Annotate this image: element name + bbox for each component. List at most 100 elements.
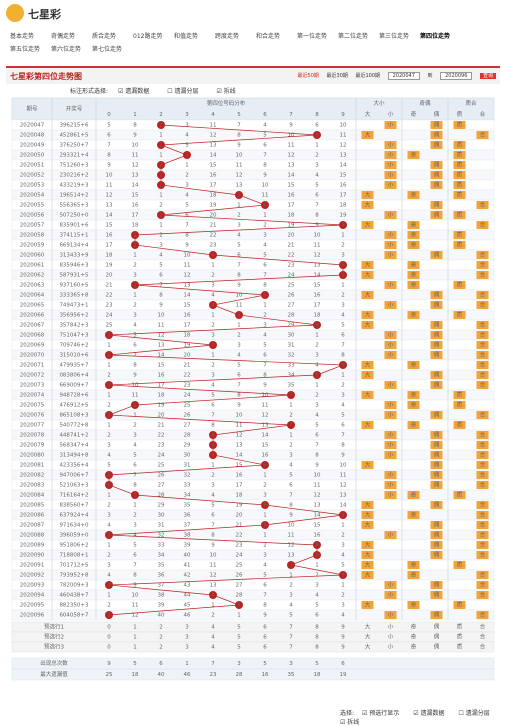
miss-value: 3 (341, 303, 345, 309)
preselect-cell: 大 (365, 633, 371, 641)
nav-item[interactable]: 和值走势 (174, 33, 199, 40)
hit-digit: 4 (211, 433, 215, 439)
miss-value: 1 (341, 523, 345, 529)
option[interactable]: ☐ 遗漏分层 (167, 88, 199, 95)
block-label: 小 (388, 110, 394, 118)
draw-number: 376250+7 (59, 143, 89, 149)
attr-cell (476, 521, 489, 529)
nav-item[interactable]: 奇偶走势 (51, 33, 76, 40)
from-input[interactable]: 2020047 (387, 72, 420, 80)
miss-value: 9 (133, 133, 137, 139)
miss-value: 17 (132, 213, 139, 219)
miss-value: 23 (184, 383, 191, 389)
nav-item[interactable]: 第四位走势 (420, 33, 451, 40)
attr-cell (361, 511, 374, 519)
attr-value: 偶 (434, 451, 440, 459)
miss-value: 15 (184, 303, 191, 309)
attr-value: 大 (365, 291, 371, 299)
draw-number: 716164+2 (59, 493, 88, 499)
miss-value: 16 (314, 293, 321, 299)
hit-digit: 1 (133, 243, 137, 249)
preselect-label: 预选行1 (44, 623, 64, 631)
miss-value: 10 (184, 253, 191, 259)
block-label: 偶 (434, 110, 440, 118)
miss-value: 19 (288, 223, 295, 229)
attr-value: 偶 (434, 181, 440, 189)
attr-value: 偶 (434, 301, 440, 309)
hit-digit: 4 (211, 453, 215, 459)
attr-value: 质 (457, 491, 463, 499)
option[interactable]: ☑ 预选行显示 (361, 710, 400, 717)
nav-item[interactable]: 第六位走势 (51, 46, 82, 53)
range[interactable]: 最近100期 (355, 73, 381, 79)
miss-value: 11 (314, 243, 321, 249)
range[interactable]: 最近50期 (297, 73, 319, 79)
miss-value: 23 (158, 443, 165, 449)
nav-item[interactable]: 第三位走势 (379, 33, 410, 40)
attr-cell (476, 201, 489, 209)
nav-item[interactable]: 012路走势 (133, 33, 163, 40)
column-header: 6 (263, 112, 267, 118)
row-bg (11, 609, 495, 621)
miss-value: 27 (184, 423, 191, 429)
miss-value: 2 (107, 433, 111, 439)
issue: 2020078 (20, 433, 45, 439)
nav-item[interactable]: 第一位走势 (297, 33, 328, 40)
miss-value: 18 (314, 313, 321, 319)
miss-value: 18 (236, 493, 243, 499)
miss-value: 1 (315, 143, 319, 149)
nav-item[interactable]: 第二位走势 (338, 33, 369, 40)
miss-value: 34 (158, 553, 165, 559)
block-header: 奇偶 (419, 99, 431, 107)
to-label: 到 (427, 73, 433, 79)
miss-value: 13 (236, 183, 243, 189)
miss-value: 1 (107, 423, 111, 429)
nav-item[interactable]: 跨度走势 (215, 33, 240, 40)
stats-value: 18 (132, 672, 139, 678)
miss-value: 2 (237, 333, 241, 339)
attr-cell (476, 471, 489, 479)
miss-value: 8 (263, 163, 267, 169)
option[interactable]: ☑ 拆线 (340, 719, 360, 726)
to-input[interactable]: 2020096 (440, 72, 473, 80)
attr-value: 偶 (434, 431, 440, 439)
draw-number: 701712+5 (59, 563, 89, 569)
miss-value: 10 (288, 133, 295, 139)
hit-ball (209, 431, 217, 439)
miss-value: 12 (236, 433, 243, 439)
range[interactable]: 最近30期 (326, 73, 348, 79)
attr-value: 质 (457, 401, 463, 409)
preselect-cell: 2 (159, 635, 163, 641)
nav-item[interactable]: 和合走势 (256, 33, 281, 40)
option[interactable]: ☑ 遗漏数据 (117, 88, 150, 95)
nav-item[interactable]: 第七位走势 (92, 46, 123, 53)
nav-item[interactable]: 第五位走势 (10, 46, 41, 53)
miss-value: 16 (184, 313, 191, 319)
attr-cell (476, 591, 489, 599)
option[interactable]: ☑ 遗漏数据 (413, 710, 445, 717)
option[interactable]: ☑ 拆线 (216, 88, 236, 95)
attr-cell (453, 191, 466, 199)
preselect-cell: 9 (341, 645, 345, 651)
miss-value: 6 (107, 133, 111, 139)
draw-number: 556365+3 (59, 203, 89, 209)
option[interactable]: ☐ 遗漏分层 (458, 710, 490, 717)
query-button[interactable]: 查询 (479, 73, 496, 79)
attr-value: 奇 (411, 361, 417, 369)
nav-item[interactable]: 基本走势 (10, 33, 35, 40)
miss-value: 8 (263, 373, 267, 379)
miss-value: 12 (210, 133, 217, 139)
miss-value: 5 (263, 133, 267, 139)
hit-digit: 2 (159, 173, 163, 179)
miss-value: 4 (315, 593, 319, 599)
miss-value: 1 (107, 343, 111, 349)
hit-ball (131, 491, 139, 499)
miss-value: 5 (263, 573, 267, 579)
miss-value: 5 (341, 413, 345, 419)
attr-cell (407, 241, 420, 249)
miss-value: 3 (185, 183, 189, 189)
miss-value: 12 (106, 193, 113, 199)
attr-cell (384, 581, 397, 589)
nav-item[interactable]: 质合走势 (92, 33, 117, 40)
draw-number: 452861+5 (59, 133, 89, 139)
